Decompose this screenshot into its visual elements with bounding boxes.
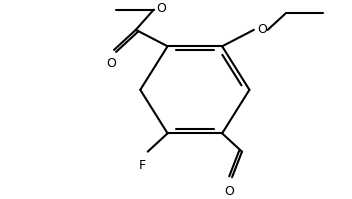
Text: F: F (139, 159, 146, 172)
Text: O: O (157, 2, 166, 15)
Text: O: O (106, 57, 116, 70)
Text: O: O (224, 184, 234, 198)
Text: O: O (257, 23, 267, 36)
